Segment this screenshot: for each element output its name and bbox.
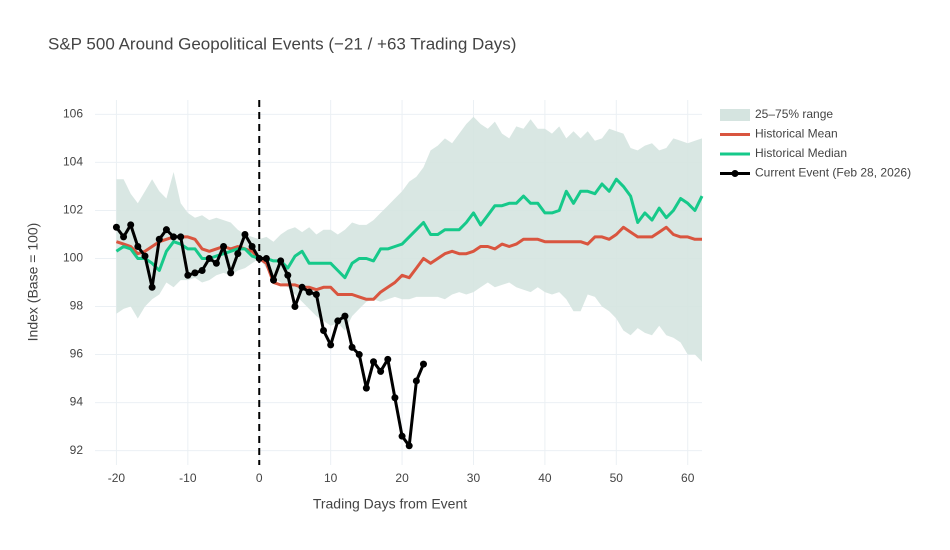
point-marker xyxy=(341,312,349,320)
point-marker xyxy=(205,254,213,262)
x-tick-label: 20 xyxy=(395,471,409,485)
series-line xyxy=(115,225,702,301)
legend-swatch xyxy=(720,109,750,121)
point-marker xyxy=(198,266,206,274)
point-marker xyxy=(191,269,199,277)
point-marker xyxy=(327,341,335,349)
point-marker xyxy=(334,317,342,325)
point-marker xyxy=(391,394,399,402)
point-marker xyxy=(370,358,378,366)
y-axis-title: Index (Base = 100) xyxy=(25,223,41,342)
point-marker xyxy=(127,221,135,229)
point-marker xyxy=(162,226,170,234)
point-marker xyxy=(241,230,249,238)
point-marker xyxy=(362,384,370,392)
x-tick-label: 60 xyxy=(681,471,695,485)
point-marker xyxy=(419,360,427,368)
point-marker xyxy=(148,283,156,291)
y-tick-label: 94 xyxy=(70,395,84,409)
y-tick-label: 104 xyxy=(63,155,83,169)
x-axis-title: Trading Days from Event xyxy=(313,496,467,512)
series-line xyxy=(115,177,704,280)
point-marker xyxy=(134,242,142,250)
point-marker xyxy=(298,283,306,291)
point-marker xyxy=(291,303,299,311)
point-marker xyxy=(262,254,270,262)
point-marker xyxy=(234,250,242,258)
point-marker xyxy=(141,252,149,260)
legend-label: Current Event (Feb 28, 2026) xyxy=(755,166,911,180)
point-marker xyxy=(348,343,356,351)
chart-title: S&P 500 Around Geopolitical Events (−21 … xyxy=(48,34,516,53)
y-tick-label: 106 xyxy=(63,107,83,121)
point-marker xyxy=(248,242,256,250)
point-marker xyxy=(405,442,413,450)
point-marker xyxy=(377,367,385,375)
x-tick-label: -20 xyxy=(108,471,126,485)
x-tick-label: 40 xyxy=(538,471,552,485)
point-marker xyxy=(120,233,128,241)
point-marker xyxy=(305,288,313,296)
point-marker xyxy=(270,276,278,284)
x-tick-label: -10 xyxy=(179,471,197,485)
point-marker xyxy=(255,254,263,262)
point-marker xyxy=(398,432,406,440)
x-tick-label: 30 xyxy=(467,471,481,485)
point-marker xyxy=(220,242,228,250)
point-marker xyxy=(412,377,420,385)
legend: 25–75% range Historical Mean Historical Me… xyxy=(720,107,911,180)
point-marker xyxy=(177,233,185,241)
y-tick-label: 100 xyxy=(63,251,83,265)
x-tick-label: 0 xyxy=(256,471,263,485)
y-tick-label: 98 xyxy=(70,299,84,313)
point-marker xyxy=(227,269,235,277)
y-tick-label: 96 xyxy=(70,347,84,361)
range-band xyxy=(116,116,702,362)
legend-marker xyxy=(731,170,739,177)
y-tick-label: 92 xyxy=(70,443,84,457)
y-tick-label: 102 xyxy=(63,203,83,217)
point-marker xyxy=(277,257,285,265)
point-marker xyxy=(384,355,392,363)
legend-label: Historical Median xyxy=(755,146,847,160)
point-marker xyxy=(155,235,163,243)
point-marker xyxy=(184,271,192,279)
legend-label: 25–75% range xyxy=(755,107,833,121)
point-marker xyxy=(212,259,220,267)
x-tick-label: 50 xyxy=(610,471,624,485)
x-tick-label: 10 xyxy=(324,471,338,485)
legend-label: Historical Mean xyxy=(755,127,838,141)
point-marker xyxy=(170,233,178,241)
plot xyxy=(112,100,704,465)
point-marker xyxy=(112,223,120,231)
point-marker xyxy=(284,271,292,279)
point-marker xyxy=(355,351,363,359)
point-marker xyxy=(320,327,328,335)
point-marker xyxy=(312,291,320,299)
